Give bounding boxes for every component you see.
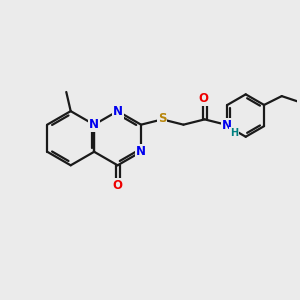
- Text: N: N: [136, 145, 146, 158]
- Text: S: S: [158, 112, 166, 125]
- Text: N: N: [89, 118, 99, 131]
- Text: O: O: [112, 179, 123, 192]
- Text: H: H: [230, 128, 238, 138]
- Text: O: O: [198, 92, 208, 105]
- Text: N: N: [222, 119, 232, 132]
- Text: N: N: [112, 105, 123, 118]
